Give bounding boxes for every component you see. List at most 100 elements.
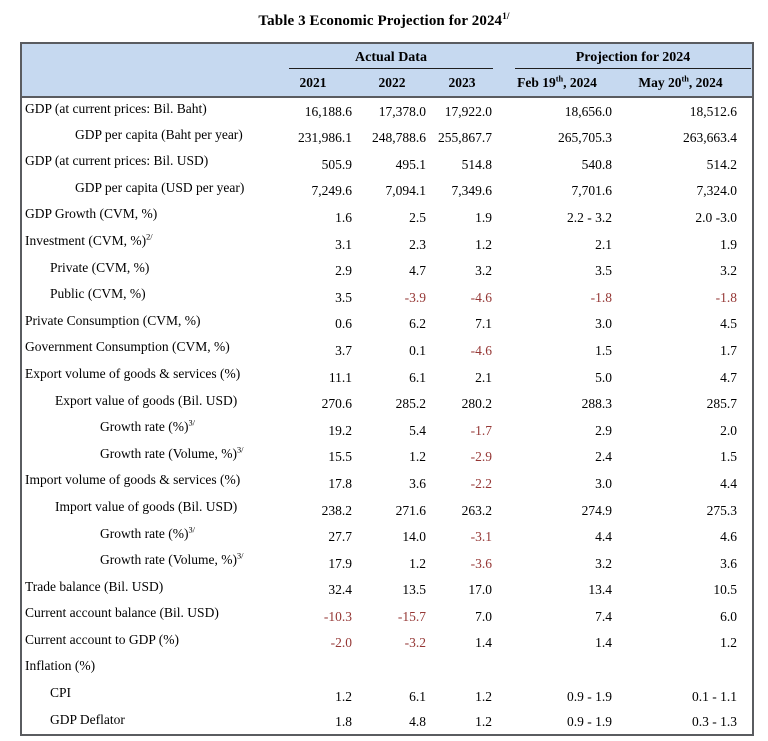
- row-label-text: Private (CVM, %): [50, 259, 150, 275]
- row-label-text: GDP per capita (USD per year): [75, 179, 245, 195]
- row-label-text: GDP Deflator: [50, 711, 125, 727]
- value-2021: 505.9: [321, 156, 352, 172]
- table-row: GDP per capita (USD per year) 7,249.6 7,09…: [21, 177, 753, 204]
- value-2022: 1.2: [409, 449, 426, 465]
- table-row: Growth rate (Volume, %)3/17.9 1.2 -3.6 3.2 3…: [21, 549, 753, 576]
- value-may-2024: 0.3 - 1.3: [692, 714, 738, 730]
- table-row: Current account balance (Bil. USD) -10.3 -…: [21, 602, 753, 629]
- row-label-text: CPI: [50, 685, 72, 701]
- value-may-2024: 263,663.4: [683, 130, 738, 146]
- row-label-footnote-marker: 2/: [146, 232, 153, 242]
- value-may-2024: 1.7: [720, 342, 738, 358]
- row-label: Inflation (%): [21, 655, 271, 682]
- value-2021: -2.0: [330, 635, 352, 651]
- value-2021: 3.7: [335, 342, 352, 358]
- value-may-2024: 6.0: [720, 608, 738, 624]
- value-feb-2024: 265,705.3: [558, 130, 613, 146]
- col-header-2022-label: 2022: [378, 75, 406, 90]
- col-header-2023-label: 2023: [448, 75, 476, 90]
- value-2022: 13.5: [402, 582, 426, 598]
- header-group-row: Actual Data Projection for 2024: [21, 43, 754, 70]
- row-label: GDP (at current prices: Bil. Baht): [21, 97, 271, 124]
- row-label: Export value of goods (Bil. USD): [21, 390, 271, 417]
- col-header-may-2024-sup: th: [681, 74, 689, 84]
- value-2021: 1.6: [335, 209, 352, 225]
- header-empty-cell-2: [21, 70, 271, 98]
- value-2022: [355, 655, 429, 682]
- row-label-text: Export volume of goods & services (%): [25, 365, 241, 381]
- value-2022: 271.6: [395, 502, 426, 518]
- value-2021: 11.1: [328, 369, 352, 385]
- table-body: GDP (at current prices: Bil. Baht) 16,188…: [21, 97, 753, 735]
- value-feb-2024: 4.4: [595, 529, 613, 545]
- header-group-projection: Projection for 2024: [495, 43, 754, 70]
- value-may-2024: 275.3: [706, 502, 738, 518]
- value-2021: 1.2: [335, 688, 352, 704]
- row-label-text: GDP Growth (CVM, %): [25, 206, 158, 222]
- value-2022: 6.1: [409, 688, 426, 704]
- value-2021: 15.5: [328, 449, 352, 465]
- row-label: GDP (at current prices: Bil. USD): [21, 150, 271, 177]
- table-row: Export volume of goods & services (%) 11.…: [21, 363, 753, 390]
- header-columns-row: 2021 2022 2023 Feb 19th, 2024 May 20th, …: [21, 70, 754, 98]
- value-feb-2024: 18,656.0: [564, 103, 613, 119]
- row-label: Growth rate (%)3/: [21, 416, 271, 443]
- row-label: Private (CVM, %): [21, 257, 271, 284]
- value-2022: 0.1: [409, 342, 426, 358]
- row-label-text: GDP per capita (Baht per year): [75, 126, 243, 142]
- value-feb-2024: 7.4: [595, 608, 613, 624]
- col-header-may-2024-rest: , 2024: [688, 75, 723, 90]
- header-group-actual-label: Actual Data: [289, 50, 494, 69]
- value-2022: 248,788.6: [372, 130, 426, 146]
- value-2023: 514.8: [461, 156, 493, 172]
- col-header-2021: 2021: [271, 70, 355, 98]
- value-may-2024: -1.8: [715, 289, 738, 305]
- value-feb-2024: 0.9 - 1.9: [567, 688, 613, 704]
- value-may-2024: 1.5: [720, 449, 738, 465]
- value-2022: 2.5: [409, 209, 426, 225]
- row-label: CPI: [21, 682, 271, 709]
- value-feb-2024: 3.5: [595, 263, 613, 279]
- table-row: Import value of goods (Bil. USD) 238.2 271…: [21, 496, 753, 523]
- col-header-feb-2024-rest: , 2024: [563, 75, 597, 90]
- value-2023: 1.2: [475, 236, 493, 252]
- value-2021: 16,188.6: [304, 103, 352, 119]
- row-label-text: Current account to GDP (%): [25, 631, 179, 647]
- value-2023: 255,867.7: [438, 130, 493, 146]
- row-label: Growth rate (Volume, %)3/: [21, 549, 271, 576]
- value-2023: 7.0: [475, 608, 493, 624]
- table-row: Private (CVM, %) 2.9 4.7 3.2 3.5 3.2: [21, 257, 753, 284]
- value-2022: 17,378.0: [378, 103, 426, 119]
- value-2023: -1.7: [470, 422, 493, 438]
- table-row: Public (CVM, %) 3.5 -3.9 -4.6 -1.8 -1.8: [21, 283, 753, 310]
- value-2021: 17.8: [328, 475, 352, 491]
- table-row: Private Consumption (CVM, %) 0.6 6.2 7.1 3.0…: [21, 310, 753, 337]
- row-label-text: Import volume of goods & services (%): [25, 472, 241, 488]
- row-label: Growth rate (Volume, %)3/: [21, 443, 271, 470]
- value-2022: 495.1: [395, 156, 426, 172]
- value-2022: -3.2: [404, 635, 426, 651]
- row-label-text: Growth rate (Volume, %): [100, 445, 237, 461]
- value-may-2024: 285.7: [706, 396, 738, 412]
- value-feb-2024: 274.9: [581, 502, 613, 518]
- value-2022: 4.8: [409, 714, 426, 730]
- col-header-feb-2024: Feb 19th, 2024: [495, 70, 620, 98]
- value-may-2024: 1.2: [720, 635, 738, 651]
- value-feb-2024: 3.0: [595, 475, 613, 491]
- value-feb-2024: [495, 655, 619, 682]
- row-label: Public (CVM, %): [21, 283, 271, 310]
- value-2023: -3.1: [470, 529, 493, 545]
- value-2021: 238.2: [321, 502, 352, 518]
- value-2023: 7.1: [475, 316, 493, 332]
- value-may-2024: 4.5: [720, 316, 738, 332]
- table-row: Inflation (%): [21, 655, 753, 682]
- value-may-2024: 3.6: [720, 555, 738, 571]
- row-label: Current account to GDP (%): [21, 629, 271, 656]
- value-2021: [271, 655, 355, 682]
- value-feb-2024: 3.0: [595, 316, 613, 332]
- value-may-2024: 7,324.0: [696, 183, 738, 199]
- table-row: Growth rate (%)3/27.7 14.0 -3.1 4.4 4.6: [21, 523, 753, 550]
- value-may-2024: 4.6: [720, 529, 738, 545]
- value-2022: -15.7: [397, 608, 426, 624]
- value-may-2024: 1.9: [720, 236, 738, 252]
